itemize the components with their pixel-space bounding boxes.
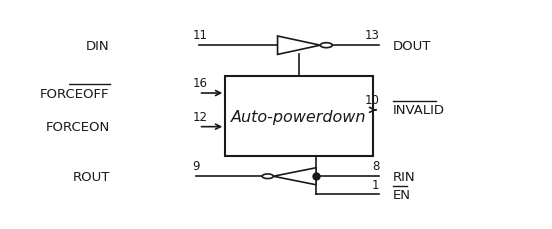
Text: FORCEON: FORCEON — [45, 121, 110, 134]
Text: 10: 10 — [364, 93, 379, 106]
Text: RIN: RIN — [393, 170, 416, 183]
Text: 8: 8 — [372, 160, 379, 173]
Text: 1: 1 — [371, 178, 379, 191]
Bar — [225, 77, 373, 156]
Text: DIN: DIN — [86, 40, 110, 52]
Text: 13: 13 — [364, 29, 379, 42]
Text: Auto-powerdown: Auto-powerdown — [231, 109, 367, 124]
Text: FORCEOFF: FORCEOFF — [40, 87, 110, 100]
Polygon shape — [278, 37, 320, 55]
Polygon shape — [273, 168, 316, 185]
Text: 16: 16 — [193, 77, 208, 90]
Text: EN: EN — [393, 188, 411, 201]
Text: DOUT: DOUT — [393, 40, 431, 52]
Text: 9: 9 — [192, 160, 199, 173]
Text: 11: 11 — [193, 29, 208, 42]
Text: 12: 12 — [193, 110, 208, 123]
Text: INVALID: INVALID — [393, 104, 445, 117]
Text: ROUT: ROUT — [72, 170, 110, 183]
